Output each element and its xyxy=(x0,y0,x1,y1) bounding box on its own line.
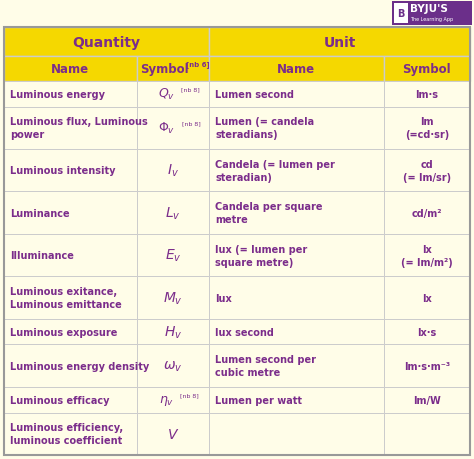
Bar xyxy=(384,192,470,235)
Bar xyxy=(4,319,137,345)
Text: $M_v$: $M_v$ xyxy=(163,290,183,306)
Bar xyxy=(4,150,137,192)
Text: Candela (= lumen per
steradian): Candela (= lumen per steradian) xyxy=(215,160,335,182)
Bar xyxy=(384,235,470,277)
Text: $\omega_v$: $\omega_v$ xyxy=(163,358,182,373)
Text: [nb 6]: [nb 6] xyxy=(186,61,210,68)
Text: Luminous flux, Luminous
power: Luminous flux, Luminous power xyxy=(10,117,148,140)
Bar xyxy=(209,28,470,57)
Text: Luminous exposure: Luminous exposure xyxy=(10,327,118,337)
Text: Quantity: Quantity xyxy=(73,35,140,50)
Text: Lumen second per
cubic metre: Lumen second per cubic metre xyxy=(215,354,316,377)
Text: Symbol: Symbol xyxy=(141,63,189,76)
Text: lx·s: lx·s xyxy=(417,327,437,337)
Text: lux: lux xyxy=(215,293,232,303)
Text: BYJU'S: BYJU'S xyxy=(410,4,448,14)
Text: lm/W: lm/W xyxy=(413,395,441,405)
Bar xyxy=(384,387,470,413)
Bar xyxy=(209,107,384,150)
Bar xyxy=(137,345,209,387)
Text: cd/m²: cd/m² xyxy=(411,208,442,218)
Bar xyxy=(384,150,470,192)
Bar xyxy=(4,345,137,387)
Text: B: B xyxy=(397,9,405,19)
Bar xyxy=(4,413,137,455)
Bar xyxy=(384,57,470,82)
Text: Luminous energy: Luminous energy xyxy=(10,90,105,100)
Bar xyxy=(384,82,470,107)
Text: $V$: $V$ xyxy=(167,427,179,441)
Text: $H_v$: $H_v$ xyxy=(164,324,182,340)
Bar xyxy=(137,413,209,455)
Text: Symbol: Symbol xyxy=(402,63,451,76)
Bar xyxy=(137,107,209,150)
Text: $\Phi_v$: $\Phi_v$ xyxy=(158,121,175,136)
Bar xyxy=(4,192,137,235)
Bar xyxy=(394,4,408,24)
Bar xyxy=(209,235,384,277)
Bar xyxy=(209,277,384,319)
Bar xyxy=(137,57,209,82)
Bar xyxy=(209,82,384,107)
Text: Luminous efficiency,
luminous coefficient: Luminous efficiency, luminous coefficien… xyxy=(10,422,123,445)
Text: Lumen (= candela
steradians): Lumen (= candela steradians) xyxy=(215,117,314,140)
Text: Lumen second: Lumen second xyxy=(215,90,294,100)
Text: lux (= lumen per
square metre): lux (= lumen per square metre) xyxy=(215,244,307,267)
Bar xyxy=(209,150,384,192)
Text: lx: lx xyxy=(422,293,432,303)
Bar xyxy=(137,235,209,277)
Text: Illuminance: Illuminance xyxy=(10,251,74,261)
Bar xyxy=(209,413,384,455)
Text: [nb 8]: [nb 8] xyxy=(180,392,199,397)
Text: $L_v$: $L_v$ xyxy=(165,205,181,221)
Bar xyxy=(4,57,137,82)
Bar xyxy=(137,387,209,413)
Bar xyxy=(137,192,209,235)
Text: Luminous intensity: Luminous intensity xyxy=(10,166,116,176)
Text: $I_v$: $I_v$ xyxy=(167,162,179,179)
Bar xyxy=(137,319,209,345)
Bar xyxy=(209,319,384,345)
Bar xyxy=(137,277,209,319)
Text: lm·s: lm·s xyxy=(415,90,438,100)
Bar xyxy=(4,107,137,150)
Text: Unit: Unit xyxy=(323,35,356,50)
Text: lm·s·m⁻³: lm·s·m⁻³ xyxy=(404,361,450,371)
Text: [nb 8]: [nb 8] xyxy=(182,121,201,126)
Bar xyxy=(4,235,137,277)
Bar xyxy=(384,319,470,345)
Text: Name: Name xyxy=(51,63,90,76)
Text: Name: Name xyxy=(277,63,316,76)
Text: $\eta_v$: $\eta_v$ xyxy=(159,393,174,407)
Bar xyxy=(4,82,137,107)
Text: Candela per square
metre: Candela per square metre xyxy=(215,202,322,224)
Text: [nb 8]: [nb 8] xyxy=(181,87,200,92)
Bar xyxy=(392,2,472,26)
Text: lx
(= lm/m²): lx (= lm/m²) xyxy=(401,244,453,267)
Text: $Q_v$: $Q_v$ xyxy=(158,87,175,102)
Bar xyxy=(209,345,384,387)
Bar xyxy=(209,192,384,235)
Bar xyxy=(4,387,137,413)
Text: $E_v$: $E_v$ xyxy=(164,247,181,264)
Bar xyxy=(384,413,470,455)
Bar xyxy=(384,277,470,319)
Text: Luminance: Luminance xyxy=(10,208,70,218)
Text: Luminous energy density: Luminous energy density xyxy=(10,361,149,371)
Bar xyxy=(209,57,384,82)
Text: Luminous efficacy: Luminous efficacy xyxy=(10,395,109,405)
Text: lux second: lux second xyxy=(215,327,274,337)
Bar xyxy=(4,28,209,57)
Text: cd
(= lm/sr): cd (= lm/sr) xyxy=(403,160,451,182)
Bar xyxy=(137,150,209,192)
Text: Lumen per watt: Lumen per watt xyxy=(215,395,302,405)
Bar xyxy=(4,277,137,319)
Bar xyxy=(137,82,209,107)
Text: lm
(=cd·sr): lm (=cd·sr) xyxy=(405,117,449,140)
Bar xyxy=(384,107,470,150)
Bar xyxy=(209,387,384,413)
Text: The Learning App: The Learning App xyxy=(410,17,453,22)
Bar xyxy=(384,345,470,387)
Text: Luminous exitance,
Luminous emittance: Luminous exitance, Luminous emittance xyxy=(10,286,122,309)
